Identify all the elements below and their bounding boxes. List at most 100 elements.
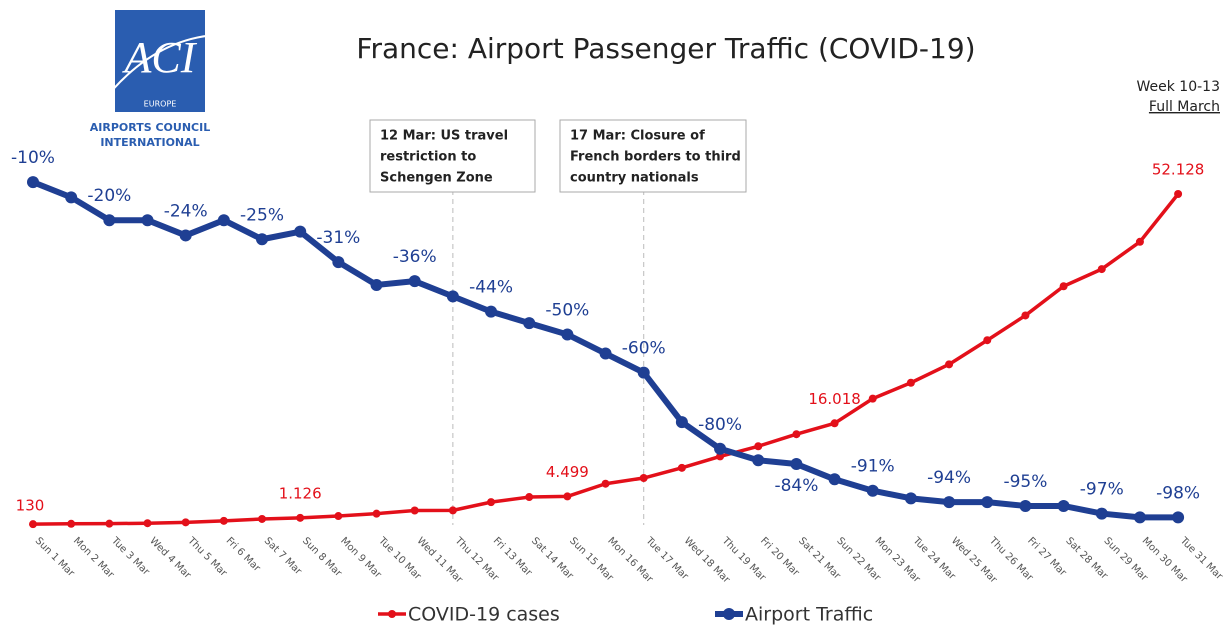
data-label: 4.499	[546, 463, 589, 481]
data-label: -20%	[87, 186, 131, 206]
data-point	[1174, 189, 1183, 198]
logo-region: EUROPE	[144, 100, 177, 109]
data-point	[143, 519, 152, 528]
data-point	[296, 513, 305, 522]
data-label: -25%	[240, 205, 284, 225]
x-tick-label: Sun 8 Mar	[300, 535, 344, 579]
data-point	[448, 506, 457, 515]
data-point	[446, 290, 459, 303]
data-label: -94%	[927, 468, 971, 488]
data-point	[258, 514, 267, 523]
annotation-text: country nationals	[570, 171, 699, 186]
data-point	[868, 394, 877, 403]
data-point	[65, 191, 78, 204]
period-range: Full March	[1149, 99, 1220, 115]
data-point	[67, 519, 76, 528]
data-point	[525, 493, 534, 502]
legend-label: COVID-19 cases	[408, 604, 560, 626]
legend-marker	[388, 610, 396, 618]
data-point	[830, 419, 839, 428]
data-point	[563, 492, 572, 501]
data-point	[601, 479, 610, 488]
data-point	[904, 492, 917, 505]
annotation-text: restriction to	[380, 150, 476, 165]
annotation-text: 12 Mar: US travel	[380, 129, 508, 144]
data-point	[754, 442, 763, 451]
data-point	[487, 498, 496, 507]
period-week: Week 10-13	[1137, 79, 1221, 95]
data-point	[790, 458, 803, 471]
chart-title: France: Airport Passenger Traffic (COVID…	[356, 32, 975, 65]
data-label: -44%	[469, 278, 513, 298]
data-point	[906, 378, 915, 387]
data-point	[332, 256, 345, 269]
x-tick-label: Sat 7 Mar	[262, 535, 304, 577]
annotation-text: Schengen Zone	[380, 171, 493, 186]
data-point	[866, 484, 879, 497]
data-point	[294, 225, 307, 238]
data-point	[181, 518, 190, 527]
data-point	[370, 278, 383, 291]
data-label: -97%	[1080, 480, 1124, 500]
data-label: -80%	[698, 415, 742, 435]
data-label: -98%	[1156, 483, 1200, 503]
data-point	[1021, 311, 1030, 320]
data-point	[141, 214, 154, 227]
data-point	[105, 519, 114, 528]
x-tick-label: Sun 1 Mar	[33, 535, 77, 579]
data-point	[1133, 511, 1146, 524]
data-label: -36%	[393, 247, 437, 267]
data-point	[675, 416, 688, 429]
legend-marker	[723, 608, 735, 620]
data-point	[1057, 499, 1070, 512]
annotation-text: French borders to third	[570, 150, 741, 165]
data-point	[639, 474, 648, 483]
logo-acronym: ACI	[122, 33, 198, 82]
annotation-box	[559, 119, 747, 193]
data-point	[1059, 282, 1068, 291]
annotation-text: 17 Mar: Closure of	[570, 129, 705, 144]
data-point	[410, 506, 419, 515]
data-point	[714, 442, 727, 455]
logo-box	[115, 10, 205, 112]
data-point	[943, 496, 956, 509]
data-point	[945, 360, 954, 369]
data-label: -91%	[851, 457, 895, 477]
data-point	[408, 275, 421, 288]
data-point	[372, 509, 381, 518]
data-point	[752, 454, 765, 467]
data-point	[523, 317, 536, 330]
data-label: -24%	[164, 201, 208, 221]
data-point	[1172, 511, 1185, 524]
data-label: -95%	[1003, 472, 1047, 492]
legend-label: Airport Traffic	[745, 604, 873, 626]
logo-swoosh	[99, 34, 216, 106]
data-label: 16.018	[808, 390, 861, 408]
data-point	[29, 520, 37, 529]
data-point	[256, 233, 269, 246]
data-point	[1135, 237, 1144, 246]
data-point	[179, 229, 192, 242]
data-label: 1.126	[279, 484, 322, 502]
x-tick-label: Fri 6 Mar	[224, 535, 263, 574]
data-point	[485, 305, 498, 318]
data-point	[983, 336, 992, 345]
data-point	[27, 176, 39, 189]
data-point	[828, 473, 841, 486]
data-label: -10%	[11, 148, 55, 168]
data-point	[792, 430, 801, 439]
data-point	[1095, 507, 1108, 520]
data-label: 130	[16, 497, 45, 515]
data-label: -84%	[774, 476, 818, 496]
data-point	[219, 516, 228, 525]
data-point	[561, 328, 574, 341]
data-point	[1019, 499, 1032, 512]
logo-name: INTERNATIONAL	[100, 136, 199, 149]
data-point	[637, 366, 650, 379]
logo-name: AIRPORTS COUNCIL	[90, 121, 210, 134]
data-label: 52.128	[1152, 160, 1205, 178]
data-label: -31%	[316, 228, 360, 248]
data-point	[1097, 265, 1106, 274]
data-point	[599, 347, 612, 360]
